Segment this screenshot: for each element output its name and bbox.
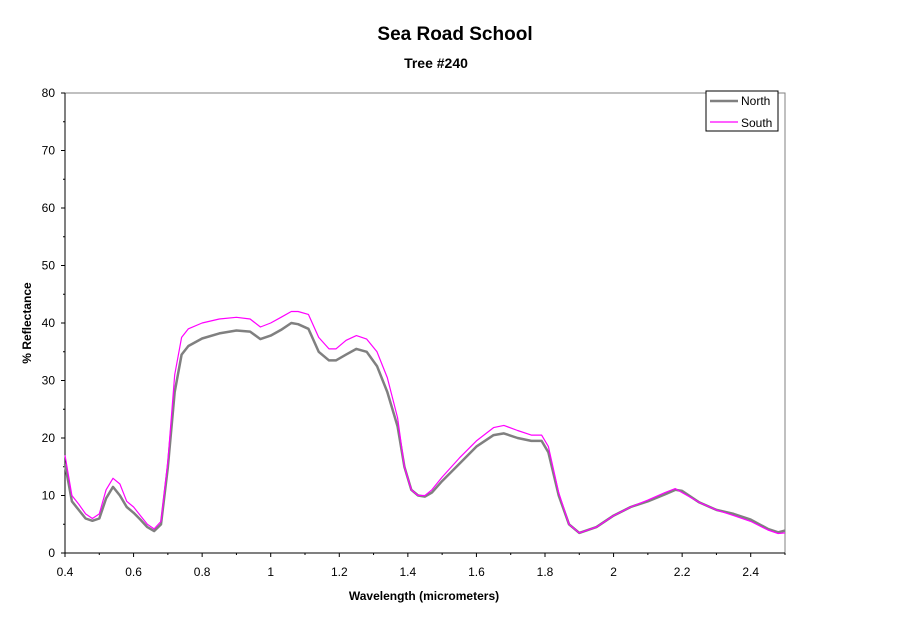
y-axis-ticks: 0 10 20 30 40 50 60 70 80 — [42, 86, 65, 560]
y-tick-label: 70 — [42, 144, 56, 158]
y-tick-label: 20 — [42, 431, 56, 445]
x-tick-label: 2 — [610, 565, 617, 579]
x-tick-label: 2.4 — [742, 565, 759, 579]
x-tick-label: 1.4 — [400, 565, 417, 579]
y-tick-label: 80 — [42, 86, 56, 100]
series-layer — [63, 310, 786, 535]
x-axis-label: Wavelength (micrometers) — [349, 589, 499, 603]
x-tick-label: 0.4 — [57, 565, 74, 579]
x-tick-label: 1.2 — [331, 565, 348, 579]
series-line-south — [64, 310, 786, 535]
x-tick-label: 1.6 — [468, 565, 485, 579]
y-tick-label: 10 — [42, 489, 56, 503]
y-axis-label: % Reflectance — [20, 282, 34, 364]
plot-area — [64, 92, 786, 554]
y-tick-label: 50 — [42, 259, 56, 273]
x-tick-label: 1 — [267, 565, 274, 579]
x-tick-label: 1.8 — [537, 565, 554, 579]
legend-label-south: South — [741, 116, 772, 130]
chart-title: Sea Road School — [377, 24, 532, 45]
y-tick-label: 30 — [42, 374, 56, 388]
y-tick-label: 40 — [42, 316, 56, 330]
legend-box — [705, 90, 779, 132]
y-tick-label: 60 — [42, 201, 56, 215]
x-tick-label: 0.6 — [125, 565, 142, 579]
legend-label-north: North — [741, 94, 770, 108]
chart-subtitle: Tree #240 — [404, 55, 468, 71]
x-tick-label: 2.2 — [674, 565, 691, 579]
x-axis-ticks: 0.4 0.6 0.8 1 1.2 1.4 1.6 1.8 2 2.2 2.4 — [57, 553, 786, 579]
legend: North South — [705, 90, 779, 132]
x-tick-label: 0.8 — [194, 565, 211, 579]
y-tick-label: 0 — [48, 546, 55, 560]
